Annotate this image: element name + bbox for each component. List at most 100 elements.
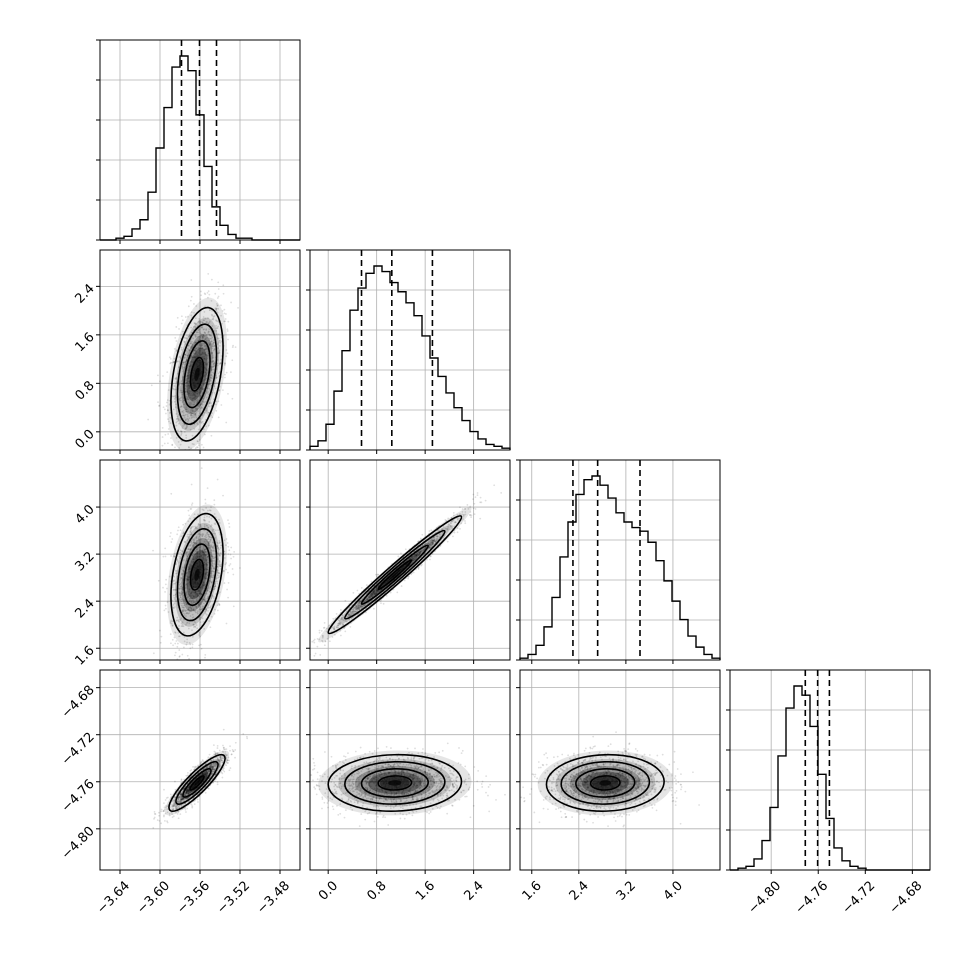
- sample-point: [197, 329, 199, 332]
- sample-point: [189, 643, 192, 646]
- sample-point: [202, 328, 205, 331]
- sample-point: [347, 613, 350, 615]
- sample-point: [193, 311, 195, 314]
- sample-point: [206, 589, 209, 592]
- sample-point: [190, 365, 193, 367]
- sample-point: [185, 612, 188, 615]
- sample-point: [176, 645, 179, 648]
- sample-point: [185, 612, 188, 615]
- sample-point: [211, 530, 214, 532]
- sample-point: [215, 308, 218, 311]
- sample-point: [210, 374, 213, 377]
- sample-point: [194, 341, 197, 344]
- sample-point: [359, 605, 362, 608]
- sample-point: [198, 549, 201, 552]
- sample-point: [198, 602, 200, 605]
- sample-point: [194, 395, 196, 398]
- sample-point: [171, 624, 174, 627]
- sample-point: [211, 325, 214, 327]
- sample-point: [212, 318, 215, 321]
- sample-point: [184, 564, 187, 567]
- sample-point: [204, 542, 207, 545]
- sample-point: [197, 537, 200, 540]
- sample-point: [193, 553, 196, 556]
- sample-point: [186, 611, 189, 614]
- sample-point: [200, 406, 203, 408]
- sample-point: [200, 593, 203, 596]
- sample-point: [187, 392, 190, 395]
- sample-point: [230, 546, 233, 549]
- sample-point: [354, 604, 357, 607]
- sample-point: [210, 340, 213, 343]
- sample-point: [432, 539, 435, 542]
- sample-point: [203, 345, 206, 347]
- sample-point: [173, 589, 176, 591]
- sample-point: [227, 338, 229, 341]
- sample-point: [199, 390, 202, 393]
- sample-point: [372, 592, 375, 594]
- sample-point: [189, 428, 192, 431]
- sample-point: [408, 575, 410, 578]
- sample-point: [188, 548, 191, 551]
- sample-point: [177, 429, 179, 432]
- sample-point: [193, 349, 196, 351]
- sample-point: [171, 620, 174, 623]
- sample-point: [200, 387, 202, 390]
- sample-point: [201, 351, 204, 354]
- sample-point: [186, 641, 188, 644]
- sample-point: [190, 413, 193, 416]
- sample-point: [213, 345, 216, 347]
- sample-point: [197, 603, 200, 606]
- sample-point: [203, 551, 205, 554]
- sample-point: [191, 345, 194, 348]
- sample-point: [199, 420, 201, 423]
- sample-point: [189, 570, 191, 573]
- sample-point: [205, 507, 208, 509]
- sample-point: [188, 403, 191, 406]
- sample-point: [419, 537, 422, 540]
- sample-point: [364, 600, 367, 602]
- sample-point: [191, 416, 194, 419]
- sample-point: [190, 609, 193, 611]
- sample-point: [184, 384, 187, 387]
- sample-point: [217, 416, 220, 419]
- sample-point: [218, 542, 220, 544]
- sample-point: [191, 344, 194, 346]
- sample-point: [439, 536, 442, 538]
- sample-point: [175, 424, 178, 427]
- sample-point: [207, 544, 210, 547]
- sample-point: [189, 342, 192, 345]
- sample-point: [191, 602, 194, 605]
- sample-point: [163, 408, 166, 411]
- sample-point: [177, 811, 180, 813]
- sample-point: [199, 593, 202, 596]
- sample-point: [188, 514, 191, 517]
- sample-point: [186, 539, 189, 542]
- sample-point: [173, 554, 175, 557]
- sample-point: [195, 347, 198, 350]
- sample-point: [212, 758, 215, 760]
- sample-point: [217, 546, 220, 549]
- sample-point: [188, 392, 191, 394]
- sample-point: [214, 529, 217, 532]
- sample-point: [184, 609, 187, 612]
- sample-point: [212, 768, 215, 770]
- sample-point: [182, 361, 185, 364]
- sample-point: [190, 342, 193, 345]
- sample-point: [217, 288, 220, 290]
- sample-point: [200, 347, 203, 350]
- sample-point: [189, 615, 192, 617]
- sample-point: [181, 609, 183, 612]
- sample-point: [188, 349, 191, 352]
- sample-point: [194, 527, 197, 530]
- sample-point: [194, 594, 197, 597]
- sample-point: [188, 609, 191, 612]
- gridlines: [310, 250, 510, 450]
- sample-point: [206, 555, 209, 558]
- sample-point: [203, 540, 206, 543]
- sample-point: [188, 365, 191, 368]
- sample-point: [182, 602, 185, 605]
- sample-point: [208, 293, 211, 296]
- sample-point: [198, 590, 200, 592]
- sample-point: [218, 363, 221, 365]
